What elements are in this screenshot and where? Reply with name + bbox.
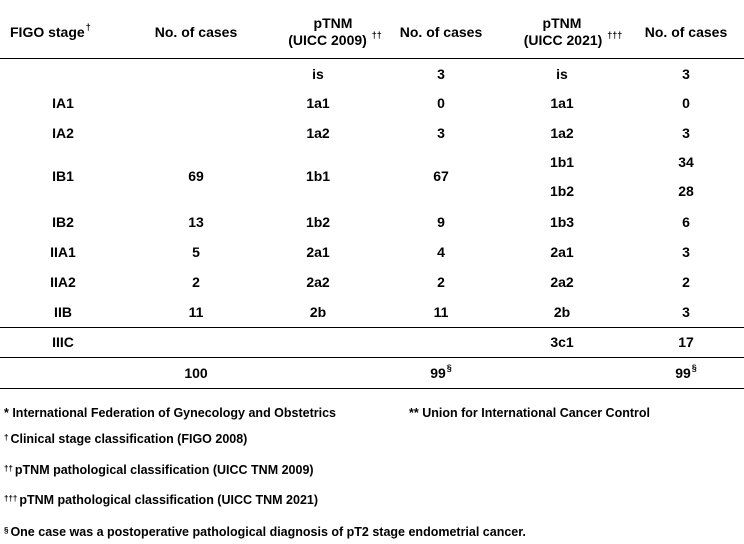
row-ib1-n3-b: 28	[678, 183, 694, 199]
header-ptnm-2021-line1: pTNM	[542, 15, 582, 31]
row-is-n2: 3	[437, 66, 445, 82]
row-is-n3: 3	[682, 66, 690, 82]
header-cases-3: No. of cases	[644, 24, 728, 40]
row-iia1-figo: IIA1	[50, 244, 76, 260]
row-iib-p2009: 2b	[309, 304, 327, 320]
row-iib-n3: 3	[682, 304, 690, 320]
row-ia2-p2021: 1a2	[550, 125, 574, 141]
row-iia2-p2009: 2a2	[306, 274, 330, 290]
iiic-rule-top	[0, 327, 744, 328]
row-iiic-p2021: 3c1	[550, 334, 574, 350]
row-ib1-figo: IB1	[52, 168, 74, 184]
row-is-p2021: is	[556, 66, 568, 82]
row-ia2-n3: 3	[682, 125, 690, 141]
row-iia2-n2: 2	[437, 274, 445, 290]
header-figo-stage: FIGO stage†	[10, 22, 91, 40]
row-iib-figo: IIB	[54, 304, 72, 320]
row-is-p2009: is	[312, 66, 324, 82]
row-iia2-figo: IIA2	[50, 274, 76, 290]
row-iia2-n1: 2	[192, 274, 200, 290]
row-ib1-n1: 69	[188, 168, 204, 184]
total-n2: 99§	[430, 363, 452, 381]
row-ia2-n2: 3	[437, 125, 445, 141]
row-iia2-p2021: 2a2	[550, 274, 574, 290]
row-ib2-n3: 6	[682, 214, 690, 230]
row-iia1-p2009: 2a1	[306, 244, 330, 260]
footnote-dagger: † Clinical stage classification (FIGO 200…	[4, 432, 248, 446]
total-n3: 99§	[675, 363, 697, 381]
header-rule	[0, 58, 744, 59]
row-ia2-figo: IA2	[52, 125, 74, 141]
row-iia1-p2021: 2a1	[550, 244, 574, 260]
header-cases-1: No. of cases	[154, 24, 238, 40]
footnote-tdagger: ††† pTNM pathological classification (UIC…	[4, 493, 319, 507]
row-ib1-p2009: 1b1	[305, 168, 331, 184]
row-iia1-n3: 3	[682, 244, 690, 260]
row-ib2-p2009: 1b2	[305, 214, 331, 230]
row-ib1-n2: 67	[433, 168, 449, 184]
table-bottom-rule	[0, 388, 744, 389]
header-cases-2: No. of cases	[399, 24, 483, 40]
row-ib2-figo: IB2	[52, 214, 74, 230]
row-iib-n2: 11	[433, 304, 449, 320]
row-ib1-p2021-a: 1b1	[549, 154, 575, 170]
row-ib1-n3-a: 34	[678, 154, 694, 170]
footnote-figo: * International Federation of Gynecology…	[4, 406, 337, 420]
row-iiic-figo: IIIC	[52, 334, 74, 350]
row-ib2-p2021: 1b3	[549, 214, 575, 230]
row-ia1-n3: 0	[682, 95, 690, 111]
total-n1: 100	[184, 365, 208, 381]
footnote-ddagger: †† pTNM pathological classification (UICC…	[4, 463, 314, 477]
row-ia2-p2009: 1a2	[306, 125, 330, 141]
total-rule-top	[0, 357, 744, 358]
header-ptnm-2009-line1: pTNM	[313, 15, 353, 31]
row-ia1-figo: IA1	[52, 95, 74, 111]
row-iia1-n1: 5	[192, 244, 200, 260]
row-iiic-n3: 17	[678, 334, 694, 350]
row-ib2-n2: 9	[437, 214, 445, 230]
row-ib1-p2021-b: 1b2	[549, 183, 575, 199]
row-iia2-n3: 2	[682, 274, 690, 290]
row-iib-n1: 11	[188, 304, 204, 320]
footnote-uicc: ** Union for International Cancer Contro…	[409, 406, 650, 420]
header-ptnm-2009-line2: (UICC 2009) ††	[288, 30, 382, 48]
row-iia1-n2: 4	[437, 244, 445, 260]
header-ptnm-2021-line2: (UICC 2021) †††	[523, 30, 623, 48]
row-ia1-n2: 0	[437, 95, 445, 111]
row-ib2-n1: 13	[188, 214, 204, 230]
row-iib-p2021: 2b	[553, 304, 571, 320]
row-ia1-p2009: 1a1	[306, 95, 330, 111]
row-ia1-p2021: 1a1	[550, 95, 574, 111]
footnote-section: § One case was a postoperative pathologic…	[4, 525, 526, 539]
